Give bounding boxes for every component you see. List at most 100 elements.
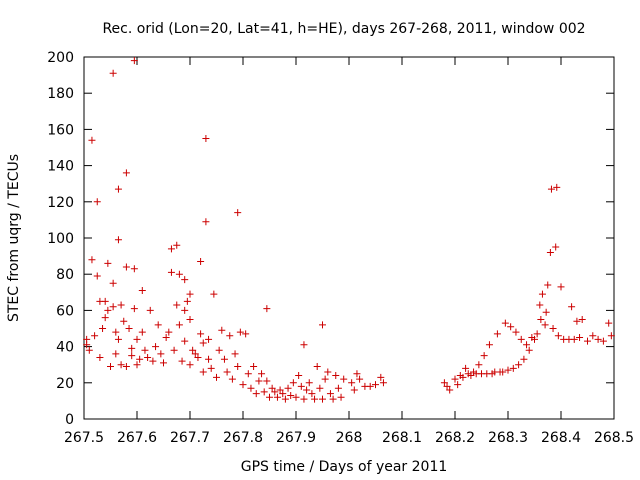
data-point-marker — [99, 325, 107, 332]
y-tick-label: 160 — [47, 122, 74, 138]
data-point-marker — [181, 337, 189, 345]
data-point-marker — [93, 198, 101, 206]
data-point-marker — [475, 361, 483, 369]
data-point-marker — [266, 393, 273, 401]
data-point-marker — [263, 305, 271, 313]
data-point-marker — [199, 339, 207, 347]
data-point-marker — [96, 353, 104, 361]
data-point-marker — [255, 377, 263, 385]
data-point-marker — [537, 315, 545, 323]
data-point-marker — [605, 319, 613, 327]
data-point-marker — [311, 395, 319, 403]
data-point-marker — [83, 341, 91, 349]
data-point-marker — [578, 315, 586, 323]
y-tick-label: 140 — [47, 159, 74, 175]
data-point-marker — [353, 370, 361, 378]
x-tick-label: 268.3 — [488, 430, 528, 446]
data-point-marker — [552, 243, 560, 251]
data-point-marker — [114, 335, 122, 343]
data-point-marker — [202, 218, 210, 226]
data-point-marker — [501, 319, 509, 327]
data-point-marker — [356, 375, 364, 383]
data-point-marker — [205, 355, 213, 363]
data-point-marker — [186, 315, 194, 323]
data-point-marker — [300, 341, 308, 349]
data-point-marker — [279, 390, 287, 398]
data-point-marker — [133, 335, 141, 343]
data-point-marker — [117, 301, 125, 309]
data-point-marker — [226, 332, 234, 340]
data-point-marker — [186, 361, 194, 369]
data-points — [83, 57, 615, 403]
data-point-marker — [599, 337, 607, 345]
data-point-marker — [553, 183, 561, 191]
data-point-marker — [509, 364, 517, 372]
x-tick-label: 267.7 — [170, 430, 210, 446]
data-point-marker — [228, 375, 236, 383]
data-point-marker — [122, 263, 130, 271]
data-point-marker — [210, 290, 218, 298]
data-point-marker — [85, 346, 93, 354]
y-tick-label: 180 — [47, 86, 74, 102]
data-point-marker — [308, 390, 316, 398]
data-point-marker — [493, 330, 501, 338]
data-point-marker — [372, 381, 379, 389]
data-point-marker — [125, 325, 133, 332]
data-point-marker — [326, 390, 334, 398]
data-point-marker — [350, 386, 358, 394]
data-point-marker — [313, 363, 321, 371]
data-point-marker — [554, 332, 562, 340]
data-point-marker — [173, 241, 181, 249]
x-axis-label: GPS time / Days of year 2011 — [241, 459, 448, 475]
data-point-marker — [167, 245, 175, 253]
data-point-marker — [295, 372, 303, 380]
y-tick-label: 60 — [56, 303, 74, 319]
data-point-marker — [165, 328, 173, 336]
data-point-marker — [273, 393, 281, 401]
data-point-marker — [178, 357, 186, 365]
data-point-marker — [271, 388, 279, 396]
data-point-marker — [276, 386, 284, 394]
data-point-marker — [112, 350, 120, 358]
data-point-marker — [568, 303, 576, 311]
data-point-marker — [589, 332, 597, 340]
data-point-marker — [104, 259, 112, 267]
data-point-marker — [319, 321, 326, 329]
data-point-marker — [573, 317, 581, 325]
data-point-marker — [141, 346, 149, 354]
data-point-marker — [220, 355, 228, 363]
data-point-marker — [88, 136, 96, 144]
data-point-marker — [112, 328, 120, 336]
x-axis-ticks: 267.5 267.6 267.7 267.8 267.9 268 268.1 268.2 26… — [64, 57, 634, 446]
y-tick-label: 0 — [65, 412, 74, 428]
data-point-marker — [467, 372, 475, 380]
data-point-marker — [181, 306, 189, 314]
data-point-marker — [231, 350, 239, 358]
data-point-marker — [197, 258, 205, 266]
data-point-marker — [157, 350, 165, 358]
data-point-marker — [234, 209, 242, 217]
data-point-marker — [186, 290, 194, 298]
data-point-marker — [144, 353, 152, 361]
data-point-marker — [546, 248, 554, 256]
data-point-marker — [183, 297, 191, 305]
y-tick-label: 100 — [47, 231, 74, 247]
x-tick-label: 267.5 — [64, 430, 104, 446]
data-point-marker — [167, 268, 175, 276]
data-point-marker — [109, 303, 117, 311]
x-tick-label: 268.5 — [594, 430, 634, 446]
data-point-marker — [292, 393, 300, 401]
data-point-marker — [319, 395, 326, 403]
data-point-marker — [250, 363, 258, 371]
data-point-marker — [517, 335, 525, 343]
data-point-marker — [136, 355, 144, 363]
x-tick-label: 268.2 — [435, 430, 475, 446]
data-point-marker — [128, 352, 136, 360]
data-point-marker — [340, 375, 348, 383]
data-point-marker — [379, 379, 387, 387]
data-point-marker — [284, 384, 292, 392]
data-point-marker — [149, 357, 157, 365]
data-point-marker — [234, 363, 242, 371]
data-point-marker — [547, 185, 555, 193]
